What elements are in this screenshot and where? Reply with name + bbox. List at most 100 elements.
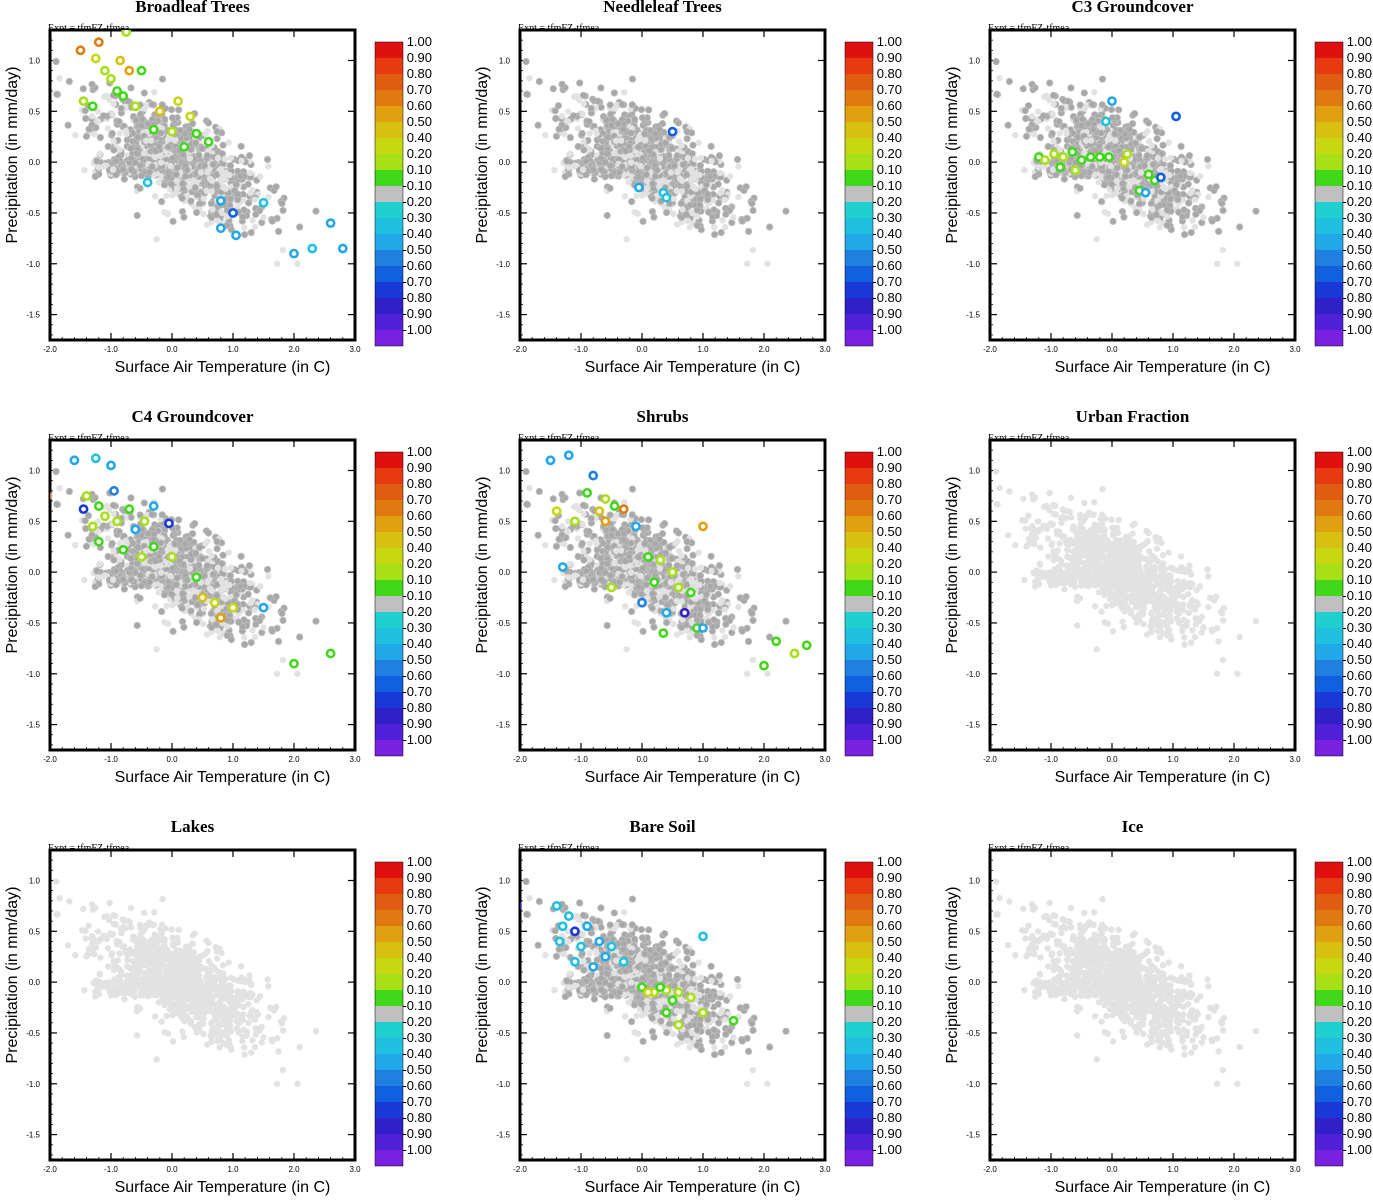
scatter-point (109, 576, 117, 583)
scatter-point (1049, 166, 1057, 173)
scatter-point (711, 224, 718, 231)
scatter-point (606, 101, 614, 109)
scatter-point (1082, 137, 1090, 144)
highlight-point (115, 55, 126, 66)
highlight-point (1076, 155, 1087, 165)
scatter-point (136, 511, 144, 519)
colorbar-swatch (375, 532, 403, 548)
scatter-point (213, 128, 221, 136)
scatter-point (204, 169, 211, 176)
scatter-point (610, 89, 618, 97)
scatter-point (312, 207, 320, 215)
colorbar-label: -0.60 (1342, 258, 1372, 273)
scatter-point (136, 184, 144, 192)
x-tick-label: 2.0 (758, 345, 770, 354)
colorbar-swatch (375, 500, 403, 516)
scatter-point (722, 210, 730, 218)
y-tick-label: -1.0 (496, 260, 510, 269)
highlight-point (78, 504, 89, 515)
x-tick-label: 0.0 (636, 755, 648, 764)
scatter-point (172, 581, 180, 589)
scatter-point (110, 510, 117, 518)
scatter-point (219, 551, 227, 559)
colorbar-label: -1.00 (872, 322, 902, 337)
scatter-point (144, 120, 152, 128)
highlight-point (258, 602, 269, 613)
scatter-point (1177, 142, 1185, 150)
colorbar-label: 1.00 (407, 444, 432, 459)
scatter-point (1192, 210, 1200, 218)
colorbar-label: 0.60 (407, 98, 432, 113)
scatter-point (579, 91, 588, 99)
scatter-point (1021, 107, 1029, 115)
scatter-point (94, 108, 102, 115)
scatter-point (1087, 137, 1095, 144)
scatter-point (157, 607, 166, 616)
highlight-point (1067, 147, 1078, 157)
scatter-point (1208, 217, 1216, 225)
colorbar-label: -0.60 (402, 258, 432, 273)
scatter-point (238, 567, 245, 575)
scatter-point (185, 535, 193, 543)
scatter-point (179, 179, 187, 188)
scatter-point (153, 236, 160, 243)
scatter-point (268, 217, 276, 225)
scatter-point (237, 142, 245, 150)
colorbar-swatch (375, 564, 403, 580)
scatter-point (133, 621, 141, 630)
y-tick-label: 1.0 (29, 56, 41, 65)
y-axis-label: Precipitation (in mm/day) (474, 67, 491, 244)
scatter-point (236, 172, 244, 180)
colorbar-label: -0.50 (872, 242, 902, 257)
y-tick-label: 0.5 (29, 517, 41, 526)
scatter-point (689, 141, 697, 149)
colorbar-swatch (845, 58, 873, 74)
highlight-point (106, 460, 116, 471)
scatter-point (1088, 100, 1096, 109)
colorbar-label: 0.80 (1347, 66, 1372, 81)
colorbar: 1.000.900.800.700.600.500.400.200.10-0.1… (374, 34, 432, 347)
scatter-point (209, 616, 216, 623)
x-tick-label: 0.0 (166, 755, 178, 764)
scatter-point (1212, 183, 1220, 191)
highlight-point (173, 96, 183, 107)
scatter-point (164, 173, 172, 181)
point-cloud (522, 450, 812, 677)
scatter-point (208, 587, 216, 594)
highlight-point (100, 511, 110, 522)
scatter-point (116, 130, 123, 137)
highlight-point (215, 612, 226, 623)
scatter-point (696, 195, 704, 203)
colorbar-label: -0.70 (1342, 274, 1372, 289)
scatter-point (167, 106, 176, 114)
scatter-point (695, 139, 702, 146)
scatter-point (1024, 102, 1033, 110)
scatter-point (186, 565, 194, 572)
scatter-point (137, 582, 146, 590)
colorbar-label: 0.60 (1347, 98, 1372, 113)
colorbar-swatch (1315, 170, 1343, 186)
scatter-point (186, 155, 194, 162)
scatter-point (1166, 195, 1174, 203)
scatter-point (180, 623, 188, 631)
colorbar-swatch (375, 298, 403, 314)
colorbar-swatch (375, 138, 403, 154)
scatter-point (195, 610, 204, 618)
scatter-point (1143, 152, 1151, 160)
colorbar-label: 0.60 (407, 508, 432, 523)
scatter-point (105, 96, 113, 104)
highlight-point (258, 197, 269, 208)
scatter-point (235, 618, 243, 626)
scatter-point (1154, 217, 1162, 225)
scatter-point (209, 206, 216, 213)
scatter-point (127, 576, 135, 584)
scatter-point (167, 572, 174, 580)
scatter-point (273, 670, 281, 677)
scatter-point (208, 188, 215, 195)
scatter-point (551, 166, 558, 174)
scatter-point (132, 116, 140, 124)
scatter-point (187, 607, 195, 615)
scatter-point (157, 539, 165, 547)
scatter-point (116, 146, 123, 153)
